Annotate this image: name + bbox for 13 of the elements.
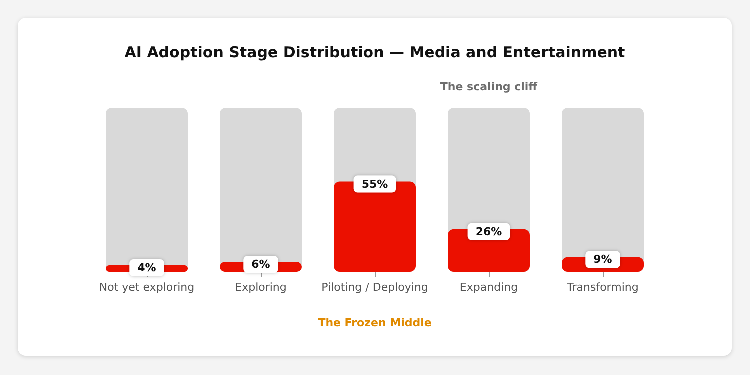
data-label: 6% — [252, 258, 270, 272]
text: The Frozen Middle — [318, 316, 432, 330]
x-tick-label: Not yet exploring — [99, 281, 195, 294]
text: The scaling cliff — [440, 80, 538, 94]
data-label: 26% — [476, 225, 502, 238]
data-label: 9% — [594, 253, 612, 266]
data-label: 55% — [362, 178, 388, 191]
data-label: 4% — [138, 261, 156, 274]
x-tick-label: Piloting / Deploying — [322, 281, 428, 294]
chart-title: AI Adoption Stage Distribution — Media and Entertainment — [124, 44, 626, 62]
x-tick-label: Exploring — [235, 281, 287, 294]
x-tick-label: Expanding — [460, 281, 518, 294]
x-tick-label: Transforming — [566, 281, 639, 294]
